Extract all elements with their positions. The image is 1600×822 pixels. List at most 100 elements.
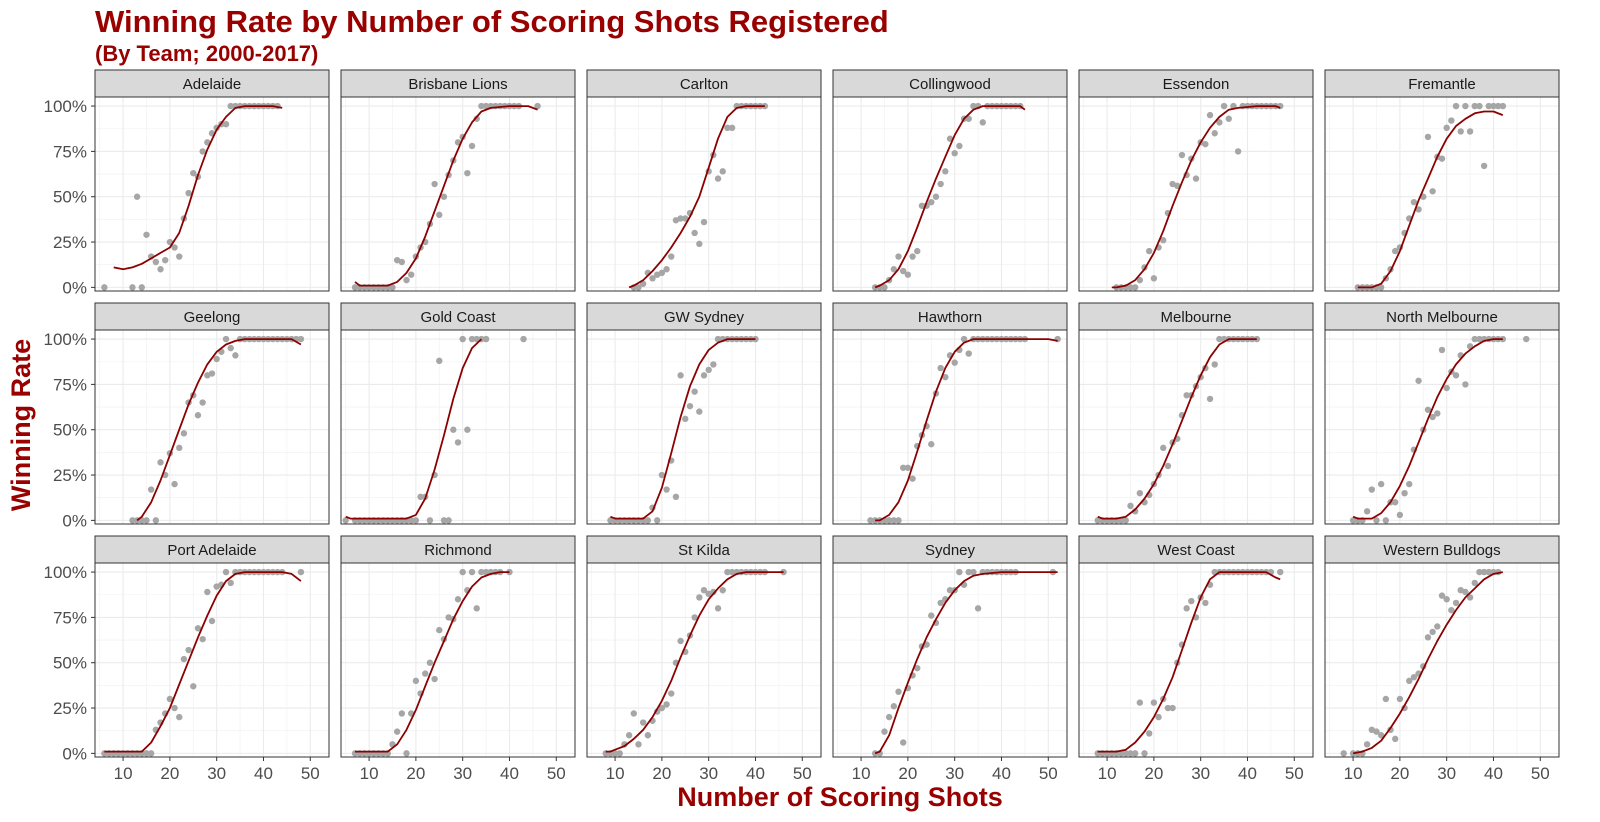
- facet-panel: Brisbane Lions: [340, 69, 576, 292]
- data-point: [1377, 284, 1385, 291]
- data-point: [696, 240, 703, 248]
- facet-strip-label: St Kilda: [678, 542, 730, 559]
- y-tick-label: 50%: [53, 421, 87, 440]
- data-point: [1206, 111, 1214, 119]
- data-point: [644, 517, 652, 524]
- data-point: [171, 704, 178, 712]
- data-point: [714, 605, 722, 612]
- trend-line: [874, 571, 1058, 755]
- y-tick-label: 100%: [44, 563, 87, 582]
- trend-line: [1352, 571, 1503, 755]
- data-point: [468, 335, 476, 343]
- data-point: [222, 568, 230, 576]
- x-tick-label: 30: [453, 764, 472, 783]
- data-point: [1216, 119, 1223, 126]
- data-point: [464, 426, 471, 433]
- data-point: [890, 703, 898, 710]
- data-point: [1452, 102, 1460, 110]
- facet-panel: Richmond: [340, 535, 576, 758]
- data-point: [1192, 175, 1200, 182]
- data-point: [436, 357, 443, 365]
- y-tick-label: 75%: [53, 375, 87, 394]
- data-point: [1429, 188, 1436, 195]
- y-tick-label: 100%: [44, 330, 87, 349]
- data-point: [222, 120, 230, 128]
- data-point: [417, 493, 424, 501]
- facet-panel: GW Sydney: [586, 302, 822, 525]
- data-point: [426, 517, 434, 524]
- data-point: [654, 517, 661, 524]
- data-point: [1377, 732, 1385, 739]
- data-point: [431, 675, 438, 683]
- facet-plot-area: [587, 330, 821, 524]
- data-point: [663, 266, 670, 273]
- data-point: [436, 211, 443, 219]
- data-point: [942, 373, 949, 381]
- data-point: [1424, 634, 1432, 641]
- data-point: [635, 741, 642, 748]
- data-point: [162, 256, 169, 264]
- data-point: [482, 102, 490, 110]
- data-point: [129, 517, 136, 524]
- data-point: [133, 193, 141, 200]
- data-point: [677, 215, 684, 222]
- data-point: [691, 388, 698, 395]
- facet-panel: Gold Coast: [340, 302, 576, 525]
- facet-strip: [340, 302, 576, 331]
- data-point: [227, 579, 234, 587]
- trend-line: [1352, 338, 1503, 520]
- data-point: [138, 284, 145, 291]
- data-point: [1466, 594, 1474, 601]
- data-point: [1485, 568, 1493, 576]
- data-point: [1211, 361, 1218, 368]
- data-point: [431, 180, 438, 188]
- data-point: [1349, 750, 1357, 757]
- data-point: [644, 732, 652, 739]
- data-point: [1457, 128, 1464, 135]
- data-point: [129, 284, 136, 291]
- facet-strip: [832, 302, 1068, 331]
- data-point: [1499, 102, 1507, 110]
- data-point: [176, 253, 183, 260]
- data-point: [979, 119, 986, 126]
- data-point: [176, 444, 183, 452]
- data-point: [143, 231, 150, 238]
- data-point: [176, 713, 183, 721]
- data-point: [1392, 735, 1399, 743]
- facet-strip-label: North Melbourne: [1386, 309, 1498, 326]
- data-point: [700, 372, 708, 379]
- data-point: [682, 415, 689, 423]
- data-point: [719, 168, 726, 175]
- data-point: [1415, 377, 1422, 384]
- data-point: [616, 750, 623, 757]
- data-point: [403, 750, 410, 757]
- data-point: [1490, 102, 1497, 110]
- data-point: [1202, 599, 1209, 607]
- data-point: [1424, 406, 1432, 413]
- facet-border: [94, 562, 330, 758]
- data-point: [1122, 517, 1130, 524]
- data-point: [408, 271, 415, 278]
- data-point: [691, 229, 698, 237]
- data-point: [951, 359, 958, 366]
- data-point: [658, 269, 666, 277]
- data-point: [1415, 206, 1422, 213]
- data-point: [1150, 275, 1158, 282]
- data-point: [900, 267, 907, 275]
- facet-panel: Adelaide: [94, 69, 330, 292]
- data-point: [890, 266, 898, 273]
- data-point: [445, 517, 452, 524]
- data-point: [157, 459, 164, 466]
- facet-strip-label: Fremantle: [1408, 76, 1476, 93]
- trend-line: [610, 338, 756, 520]
- data-point: [728, 124, 736, 132]
- data-point: [1401, 489, 1408, 497]
- data-point: [520, 335, 527, 343]
- data-point: [297, 568, 305, 576]
- x-tick-label: 10: [606, 764, 625, 783]
- data-point: [1499, 335, 1507, 343]
- facet-border: [1324, 329, 1560, 525]
- data-point: [951, 150, 958, 157]
- data-point: [190, 683, 197, 690]
- facet-border: [340, 96, 576, 292]
